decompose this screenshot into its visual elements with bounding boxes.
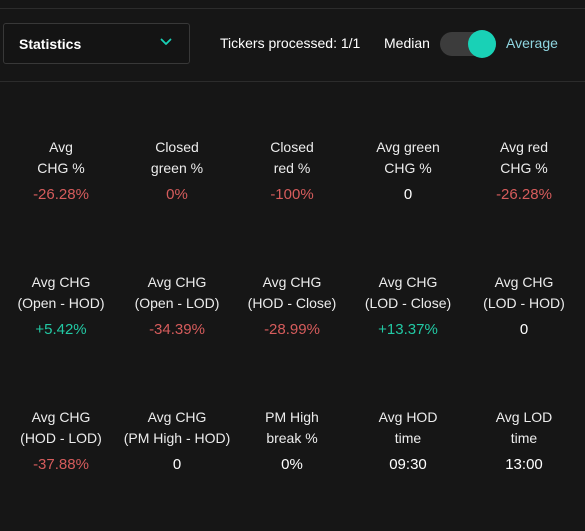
stats-header: Statistics Tickers processed: 1/1 Median… bbox=[0, 9, 585, 82]
stat-cell: Avg CHG (Open - LOD) -34.39% bbox=[119, 272, 235, 340]
stat-label: Avg green CHG % bbox=[376, 139, 440, 176]
stat-label: Avg CHG (Open - HOD) bbox=[17, 274, 105, 311]
stat-value: 13:00 bbox=[505, 456, 543, 473]
stat-value: -26.28% bbox=[33, 186, 89, 203]
stat-cell: PM High break % 0% bbox=[234, 407, 350, 475]
stat-label: Closed red % bbox=[270, 139, 314, 176]
stat-label: PM High break % bbox=[265, 409, 319, 446]
stat-cell: Avg CHG (LOD - Close) +13.37% bbox=[350, 272, 466, 340]
stat-label: Avg CHG (HOD - Close) bbox=[247, 274, 337, 311]
stat-label: Avg red CHG % bbox=[500, 139, 548, 176]
stat-value: -34.39% bbox=[149, 321, 205, 338]
stat-value: -28.99% bbox=[264, 321, 320, 338]
stat-label: Avg CHG (LOD - Close) bbox=[364, 274, 452, 311]
stat-value: 0% bbox=[281, 456, 303, 473]
stat-value: +5.42% bbox=[35, 321, 87, 338]
stat-cell: Avg CHG % -26.28% bbox=[3, 137, 119, 205]
stat-cell: Avg CHG (Open - HOD) +5.42% bbox=[3, 272, 119, 340]
stat-label: Closed green % bbox=[150, 139, 204, 176]
stat-label: Avg HOD time bbox=[378, 409, 438, 446]
stat-label: Avg CHG (LOD - HOD) bbox=[483, 274, 565, 311]
toggle-knob bbox=[468, 30, 496, 58]
stat-value: 0 bbox=[172, 456, 182, 473]
statistics-dropdown[interactable]: Statistics bbox=[3, 23, 190, 64]
stat-label: Avg CHG % bbox=[37, 139, 85, 176]
stat-label: Avg CHG (HOD - LOD) bbox=[20, 409, 102, 446]
stat-cell: Avg CHG (PM High - HOD) 0 bbox=[119, 407, 235, 475]
stat-label: Avg LOD time bbox=[495, 409, 553, 446]
chevron-down-icon bbox=[160, 38, 172, 45]
stat-cell: Avg CHG (HOD - LOD) -37.88% bbox=[3, 407, 119, 475]
stat-value: 09:30 bbox=[389, 456, 427, 473]
stat-value: -100% bbox=[270, 186, 314, 203]
stat-value: 0% bbox=[166, 186, 188, 203]
stat-cell: Avg green CHG % 0 bbox=[350, 137, 466, 205]
stat-value: 0 bbox=[519, 321, 529, 338]
median-label[interactable]: Median bbox=[384, 35, 430, 51]
stat-value: 0 bbox=[403, 186, 413, 203]
stat-cell: Avg red CHG % -26.28% bbox=[466, 137, 582, 205]
stat-cell: Avg CHG (HOD - Close) -28.99% bbox=[234, 272, 350, 340]
stat-cell: Closed green % 0% bbox=[119, 137, 235, 205]
stat-value: +13.37% bbox=[378, 321, 438, 338]
statistics-dropdown-label: Statistics bbox=[19, 36, 82, 52]
stat-cell: Avg HOD time 09:30 bbox=[350, 407, 466, 475]
stat-value: -26.28% bbox=[496, 186, 552, 203]
tickers-processed-text: Tickers processed: 1/1 bbox=[220, 35, 361, 51]
top-divider bbox=[0, 8, 585, 9]
stat-cell: Avg CHG (LOD - HOD) 0 bbox=[466, 272, 582, 340]
median-average-toggle[interactable] bbox=[440, 30, 496, 58]
stat-label: Avg CHG (Open - LOD) bbox=[134, 274, 220, 311]
stat-cell: Avg LOD time 13:00 bbox=[466, 407, 582, 475]
stat-label: Avg CHG (PM High - HOD) bbox=[123, 409, 231, 446]
average-label[interactable]: Average bbox=[506, 35, 558, 51]
stat-value: -37.88% bbox=[33, 456, 89, 473]
stat-cell: Closed red % -100% bbox=[234, 137, 350, 205]
